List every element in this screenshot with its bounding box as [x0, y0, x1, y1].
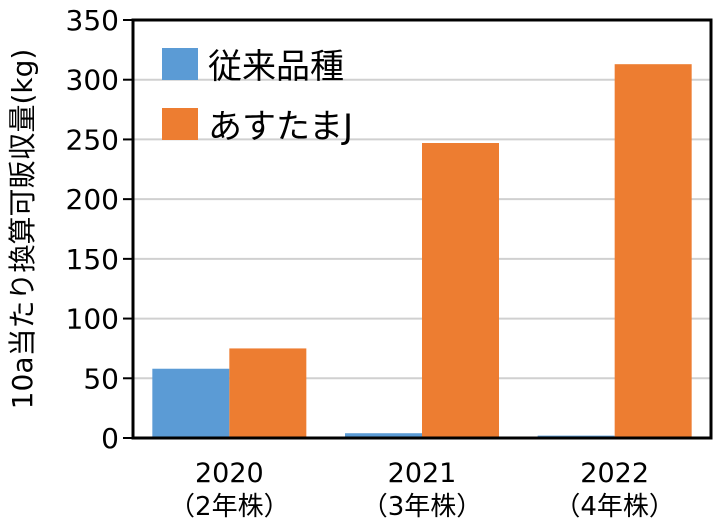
x-tick-sublabel: （2年株）	[169, 492, 290, 522]
x-tick-sublabel: （4年株）	[554, 492, 675, 522]
bar-conventional-2020	[152, 368, 230, 438]
legend-swatch	[162, 48, 198, 80]
x-tick-label: 2022	[580, 458, 649, 489]
bar-asutama-2021	[422, 143, 499, 439]
bar-asutama-2022	[614, 64, 692, 438]
y-tick-label: 200	[66, 183, 119, 216]
y-tick-label: 350	[66, 4, 119, 37]
x-tick-label: 2020	[195, 458, 264, 489]
legend-label: 従来品種	[208, 47, 344, 87]
y-tick-label: 100	[66, 303, 119, 336]
y-axis-label: 10a当たり換算可販収量(kg)	[6, 49, 39, 410]
bar-asutama-2020	[229, 348, 307, 438]
legend-label: あすたまJ	[208, 107, 353, 147]
x-tick-sublabel: （3年株）	[362, 492, 483, 522]
y-tick-label: 300	[66, 64, 119, 97]
y-tick-label: 50	[83, 362, 119, 395]
plot-frame	[131, 18, 713, 440]
legend-swatch	[162, 108, 198, 140]
x-tick-label: 2021	[388, 458, 457, 489]
y-tick-label: 250	[66, 123, 119, 156]
bar-conventional-2021	[345, 433, 422, 438]
y-tick-label: 150	[66, 243, 119, 276]
y-tick-label: 0	[101, 422, 119, 455]
